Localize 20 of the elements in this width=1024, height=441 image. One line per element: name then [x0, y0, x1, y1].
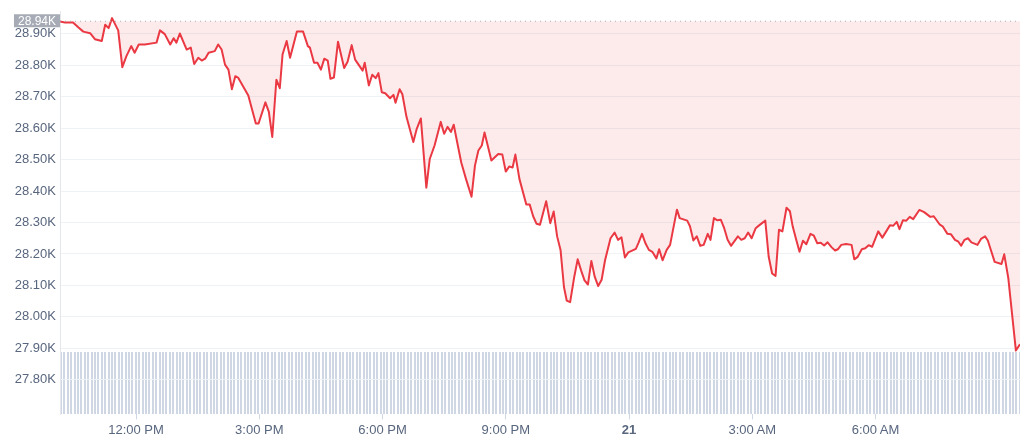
y-tick-label: 27.90K	[14, 339, 57, 355]
x-tick-label: 3:00 AM	[728, 421, 777, 437]
y-tick-label: 28.10K	[14, 277, 57, 293]
ref-line-label: 28.94K	[17, 13, 56, 28]
y-tick-label: 28.50K	[14, 151, 57, 167]
x-tick-label: 6:00 PM	[358, 421, 407, 437]
x-tick-label: 6:00 AM	[851, 421, 900, 437]
y-tick-label: 27.80K	[14, 371, 57, 387]
x-tick-label: 3:00 PM	[235, 421, 284, 437]
y-tick-label: 28.90K	[14, 25, 57, 41]
y-tick-label: 28.20K	[14, 245, 57, 261]
y-tick-label: 28.60K	[14, 119, 57, 135]
y-tick-label: 28.40K	[14, 182, 57, 198]
y-tick-label: 28.30K	[14, 214, 57, 230]
x-tick-label: 12:00 PM	[108, 421, 164, 437]
x-tick-label: 21	[621, 421, 637, 437]
x-tick-label: 9:00 PM	[481, 421, 530, 437]
y-tick-label: 28.70K	[14, 88, 57, 104]
y-tick-label: 28.80K	[14, 56, 57, 72]
y-tick-label: 28.00K	[14, 308, 57, 324]
